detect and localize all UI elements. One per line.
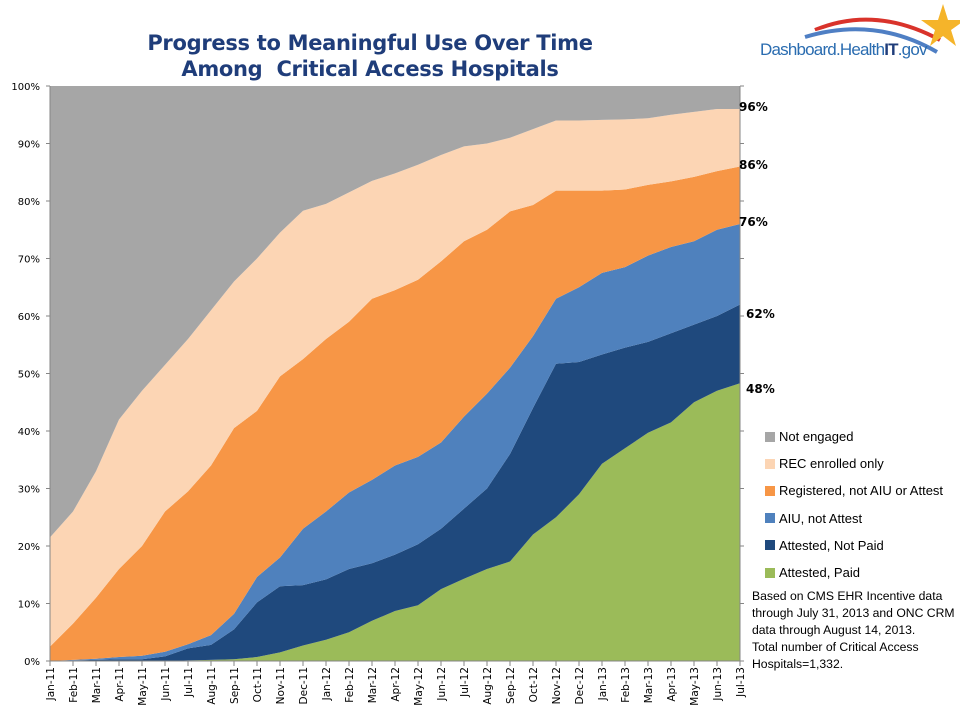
area-attested-not-paid — [50, 304, 740, 661]
x-tick-label: Dec-12 — [574, 667, 586, 704]
chart-title-line-2: Among Critical Access Hospitals — [181, 57, 559, 81]
x-tick-label: Sep-12 — [505, 667, 517, 704]
x-tick-label: Nov-11 — [275, 667, 287, 704]
y-tick-label: 50% — [18, 370, 40, 381]
end-label: 76% — [739, 215, 768, 229]
x-tick-label: Jul-11 — [183, 667, 195, 698]
x-tick-label: Nov-12 — [551, 667, 563, 704]
x-tick-label: Aug-12 — [482, 667, 494, 705]
legend-item: REC enrolled only — [765, 450, 943, 477]
legend-label: AIU, not Attest — [779, 510, 863, 526]
x-tick-label: Dec-11 — [298, 667, 310, 704]
x-tick-label: Jan-12 — [321, 667, 333, 701]
x-tick-label: May-13 — [689, 667, 701, 706]
y-tick-label: 30% — [18, 485, 40, 496]
end-label: 48% — [746, 382, 775, 396]
y-tick-label: 0% — [24, 657, 40, 668]
legend-item: Attested, Not Paid — [765, 532, 943, 559]
x-tick-label: Feb-11 — [68, 667, 80, 703]
legend: Not engaged REC enrolled only Registered, … — [765, 423, 943, 586]
x-tick-label: Jul-12 — [459, 667, 471, 698]
y-tick-label: 90% — [18, 140, 40, 151]
legend-label: Registered, not AIU or Attest — [779, 483, 944, 499]
legend-swatch — [765, 513, 775, 524]
legend-swatch — [765, 431, 775, 442]
legend-label: REC enrolled only — [779, 456, 884, 472]
logo-text: Dashboard.HealthIT.gov — [760, 40, 927, 59]
x-tick-label: May-12 — [413, 667, 425, 706]
y-tick-label: 80% — [18, 197, 40, 208]
x-tick-label: Apr-11 — [114, 667, 126, 702]
y-tick-label: 40% — [18, 427, 40, 438]
legend-swatch — [765, 458, 775, 469]
source-note-total: Total number of Critical Access Hospital… — [752, 640, 919, 671]
x-tick-label: Mar-13 — [643, 667, 655, 703]
x-tick-label: Jan-11 — [45, 667, 57, 701]
legend-label: Attested, Not Paid — [779, 537, 884, 553]
x-tick-label: Feb-12 — [344, 667, 356, 703]
legend-swatch — [765, 485, 775, 496]
y-tick-label: 20% — [18, 542, 40, 553]
dashboard-healthit-logo: Dashboard.HealthIT.gov — [755, 0, 960, 75]
area-registered-not-aiu-or-attest — [50, 166, 740, 661]
x-tick-label: Mar-11 — [91, 667, 103, 703]
chart-title-line-1: Progress to Meaningful Use Over Time — [147, 31, 593, 55]
x-tick-label: Oct-11 — [252, 667, 264, 702]
x-tick-label: Jan-13 — [597, 667, 609, 701]
x-tick-label: Mar-12 — [367, 667, 379, 703]
end-label: 96% — [739, 100, 768, 114]
y-tick-label: 10% — [18, 600, 40, 611]
area-attested-paid — [50, 383, 740, 661]
legend-item: Attested, Paid — [765, 559, 943, 586]
y-tick-label: 70% — [18, 255, 40, 266]
legend-item: Not engaged — [765, 423, 943, 450]
x-tick-label: Jun-12 — [436, 667, 448, 702]
legend-swatch — [765, 540, 775, 551]
x-tick-label: Oct-12 — [528, 667, 540, 702]
legend-item: AIU, not Attest — [765, 505, 943, 532]
x-tick-label: May-11 — [137, 667, 149, 706]
x-tick-label: Aug-11 — [206, 667, 218, 705]
x-tick-label: Jun-13 — [712, 667, 724, 702]
chart-title: Progress to Meaningful Use Over Time Amo… — [120, 30, 620, 82]
area-not-engaged — [50, 86, 740, 538]
source-note: Based on CMS EHR Incentive data through … — [752, 588, 957, 673]
x-tick-label: Apr-12 — [390, 667, 402, 702]
x-tick-label: Jun-11 — [160, 667, 172, 702]
x-tick-label: Feb-13 — [620, 667, 632, 703]
source-note-data: Based on CMS EHR Incentive data through … — [752, 589, 955, 637]
x-tick-label: Apr-13 — [666, 667, 678, 702]
legend-label: Not engaged — [779, 429, 854, 445]
y-tick-label: 60% — [18, 312, 40, 323]
end-label: 62% — [746, 306, 775, 321]
end-label: 86% — [739, 157, 768, 172]
x-tick-label: Jul-13 — [735, 667, 747, 698]
area-rec-enrolled-only — [50, 109, 740, 647]
logo-swoosh-star-icon — [804, 4, 960, 54]
legend-item: Registered, not AIU or Attest — [765, 477, 943, 504]
area-aiu-not-attest — [50, 224, 740, 661]
y-tick-label: 100% — [11, 82, 40, 93]
legend-swatch — [765, 567, 775, 578]
legend-label: Attested, Paid — [779, 565, 860, 581]
x-tick-label: Sep-11 — [229, 667, 241, 704]
